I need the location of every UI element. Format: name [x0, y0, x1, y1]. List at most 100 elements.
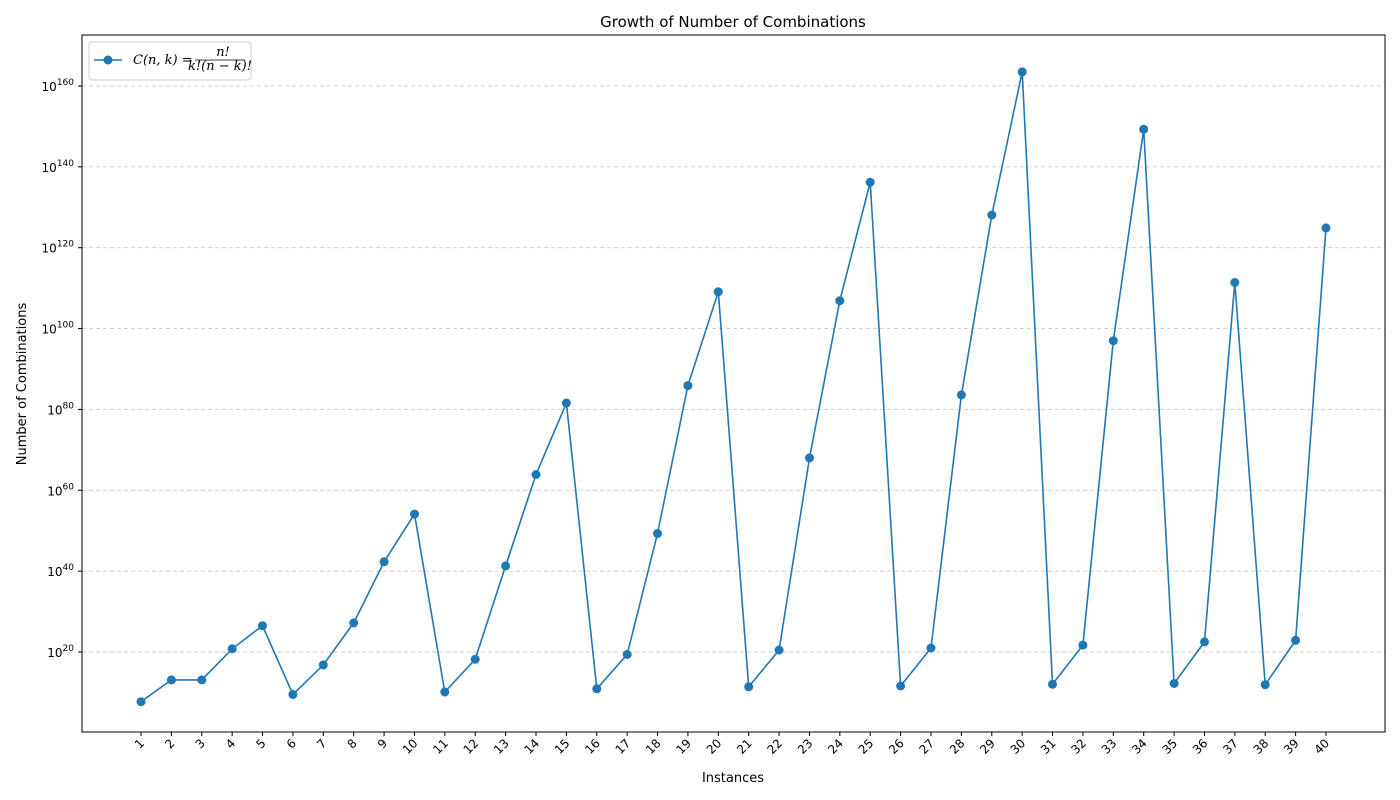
x-tick-label: 37: [1220, 736, 1241, 757]
data-point: [1230, 278, 1240, 287]
data-point: [136, 697, 146, 707]
data-point: [987, 210, 997, 220]
data-point: [1108, 336, 1118, 346]
x-tick-label: 23: [795, 736, 816, 757]
y-grid: [82, 85, 1385, 653]
y-axis-ticks: 1020 1040 1060 1080 10100 10120 10140 10160: [42, 78, 82, 660]
legend-label-denominator: k!(n − k)!: [188, 59, 252, 74]
x-tick-label: 9: [375, 736, 390, 751]
data-point: [683, 381, 693, 391]
y-tick-label: 1040: [47, 563, 74, 579]
legend-label-prefix: C(n, k) =: [133, 53, 193, 68]
data-point: [592, 684, 602, 694]
x-tick-label: 31: [1038, 736, 1059, 757]
legend-marker: [103, 55, 113, 65]
data-point: [410, 509, 419, 519]
x-tick-label: 20: [704, 736, 725, 757]
data-point: [166, 675, 176, 685]
data-point: [956, 390, 966, 400]
y-tick-label: 1020: [47, 644, 74, 660]
data-point: [1169, 679, 1179, 688]
y-tick-label: 10120: [42, 240, 75, 256]
x-tick-label: 30: [1008, 736, 1029, 757]
x-tick-label: 25: [856, 736, 877, 757]
data-point: [1260, 680, 1270, 690]
x-tick-label: 29: [977, 736, 998, 757]
x-tick-label: 28: [947, 736, 968, 757]
chart-title: Growth of Number of Combinations: [600, 13, 866, 31]
legend-box: [88, 41, 252, 81]
series-line: [140, 71, 1327, 703]
y-tick-label: 10140: [42, 159, 75, 175]
data-point: [805, 453, 814, 463]
y-axis-label: Number of Combinations: [15, 303, 30, 466]
data-point: [1017, 67, 1027, 77]
data-point: [1291, 635, 1301, 645]
data-point: [1200, 637, 1209, 647]
legend: C(n, k) = n! k!(n − k)!: [88, 41, 252, 81]
y-tick-label: 10100: [42, 321, 75, 337]
x-tick-label: 17: [613, 736, 634, 757]
y-tick-label: 1060: [47, 482, 74, 498]
data-point: [288, 690, 298, 699]
data-point: [197, 675, 207, 685]
x-tick-label: 13: [491, 736, 512, 757]
x-tick-label: 40: [1311, 736, 1332, 757]
x-axis-label: Instances: [702, 771, 764, 786]
x-tick-label: 1: [132, 736, 147, 751]
x-tick-label: 35: [1159, 736, 1180, 757]
x-tick-label: 6: [284, 736, 299, 751]
x-tick-label: 24: [825, 736, 846, 757]
plot-frame: [81, 34, 1386, 733]
data-point: [440, 687, 450, 697]
x-tick-label: 12: [461, 736, 482, 757]
x-tick-label: 11: [430, 736, 451, 757]
data-point: [622, 649, 632, 659]
x-tick-label: 4: [223, 736, 238, 751]
data-point: [774, 645, 784, 655]
x-tick-label: 15: [552, 736, 573, 757]
x-tick-label: 5: [253, 736, 268, 751]
data-point: [1078, 640, 1088, 650]
data-point: [531, 470, 541, 479]
data-point: [561, 398, 571, 408]
data-point: [318, 660, 328, 670]
x-tick-label: 34: [1129, 736, 1150, 757]
data-point: [349, 618, 359, 628]
data-point: [379, 557, 389, 567]
x-tick-label: 8: [345, 736, 360, 751]
data-point: [926, 643, 936, 653]
x-axis-ticks: 1 2 3 4 5 6 7 8 9 10 11 12 13 14 15 16 17 18 19 20 21 22 23 24 2…: [132, 732, 1332, 757]
legend-label-numerator: n!: [216, 45, 230, 60]
x-tick-label: 38: [1251, 736, 1272, 757]
data-point: [744, 682, 754, 692]
x-tick-label: 33: [1099, 736, 1120, 757]
data-point: [227, 644, 237, 654]
x-tick-label: 27: [916, 736, 937, 757]
data-point: [1139, 124, 1149, 134]
data-point: [1048, 679, 1057, 689]
data-point: [653, 529, 662, 538]
y-tick-label: 1080: [47, 401, 74, 417]
x-tick-label: 36: [1190, 736, 1211, 757]
x-tick-label: 10: [400, 736, 421, 757]
x-tick-label: 32: [1068, 736, 1089, 757]
x-tick-label: 22: [764, 736, 785, 757]
data-point: [896, 681, 906, 691]
data-point: [258, 621, 267, 631]
x-tick-label: 7: [314, 736, 329, 751]
data-point: [865, 177, 875, 187]
x-tick-label: 16: [582, 736, 603, 757]
x-tick-label: 26: [886, 736, 907, 757]
data-point: [713, 287, 723, 297]
series-points: [136, 67, 1331, 707]
data-point: [835, 296, 845, 306]
x-tick-label: 39: [1281, 736, 1302, 757]
x-tick-label: 2: [162, 736, 177, 751]
x-tick-label: 18: [643, 736, 664, 757]
x-tick-label: 19: [673, 736, 694, 757]
x-tick-label: 21: [734, 736, 755, 757]
data-point: [470, 654, 480, 664]
y-tick-label: 10160: [42, 78, 75, 94]
